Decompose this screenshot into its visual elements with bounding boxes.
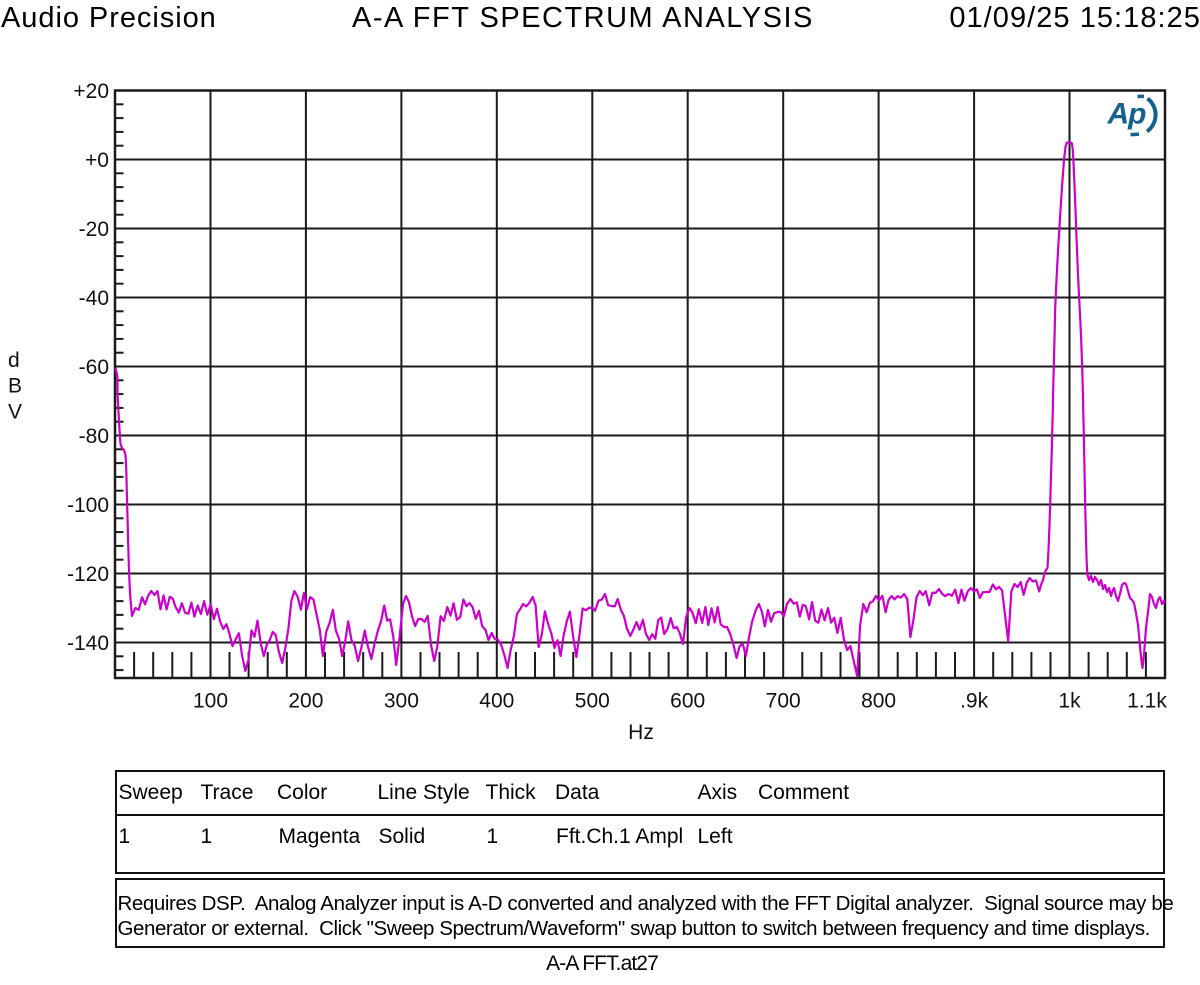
svg-text:-20: -20	[79, 218, 109, 241]
svg-text:-140: -140	[67, 632, 109, 655]
svg-text:600: 600	[670, 690, 705, 713]
svg-text:d: d	[8, 349, 20, 372]
svg-text:Ap: Ap	[1107, 98, 1147, 131]
svg-text:Hz: Hz	[628, 721, 654, 744]
svg-text:-60: -60	[79, 356, 109, 379]
svg-text:500: 500	[575, 690, 610, 713]
svg-text:+20: +20	[73, 80, 109, 103]
svg-text:700: 700	[766, 690, 801, 713]
svg-text:200: 200	[288, 690, 323, 713]
svg-text:V: V	[8, 400, 22, 423]
svg-text:+0: +0	[85, 149, 109, 172]
svg-text:-80: -80	[79, 425, 109, 448]
svg-text:300: 300	[384, 690, 419, 713]
svg-text:800: 800	[861, 690, 896, 713]
svg-text:.9k: .9k	[960, 690, 989, 713]
svg-text:400: 400	[479, 690, 514, 713]
svg-text:1.1k: 1.1k	[1127, 690, 1167, 713]
svg-text:-120: -120	[67, 563, 109, 586]
svg-text:-100: -100	[67, 494, 109, 517]
svg-text:B: B	[8, 375, 22, 398]
svg-text:-40: -40	[79, 287, 109, 310]
svg-text:100: 100	[193, 690, 228, 713]
svg-text:1k: 1k	[1058, 690, 1081, 713]
